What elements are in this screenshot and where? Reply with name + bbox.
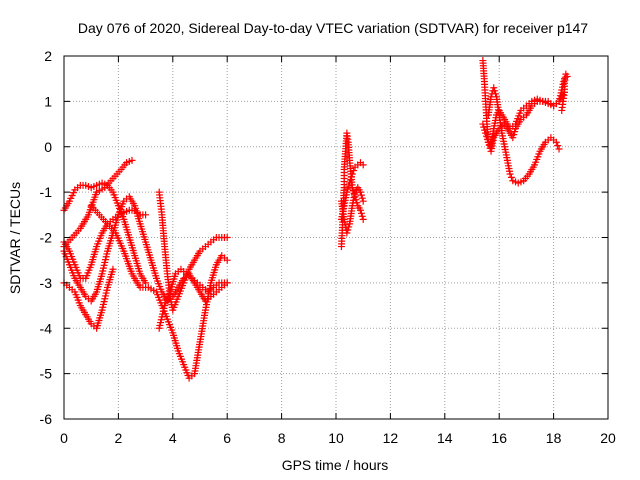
data-point-fill — [344, 185, 352, 193]
data-point-fill — [491, 87, 499, 95]
axis-ticks — [63, 55, 609, 420]
data-point — [142, 211, 150, 219]
data-point — [223, 279, 231, 287]
y-tick-label: -1 — [40, 184, 53, 200]
data-point — [490, 84, 498, 92]
x-tick-label: 2 — [115, 430, 123, 446]
y-tick-label: 0 — [44, 139, 52, 155]
data-point — [509, 134, 517, 142]
data-point-fill — [358, 194, 366, 202]
data-point — [223, 234, 231, 241]
data-point-fill — [357, 209, 365, 217]
data-point — [563, 72, 571, 80]
data-point — [128, 156, 136, 164]
data-point-fill — [357, 191, 365, 199]
data-point — [109, 265, 117, 273]
data-points — [60, 57, 571, 382]
data-point-fill — [483, 135, 491, 143]
y-tick-label: -6 — [40, 411, 53, 427]
data-point-fill — [344, 226, 352, 234]
x-tick-label: 8 — [278, 430, 286, 446]
y-tick-label: -4 — [40, 320, 53, 336]
data-point-fill — [483, 132, 491, 140]
x-tick-label: 4 — [169, 430, 177, 446]
x-tick-label: 14 — [437, 430, 453, 446]
data-point — [359, 215, 367, 223]
data-point-fill — [510, 131, 518, 139]
data-point — [223, 256, 231, 264]
data-point-fill — [481, 126, 489, 134]
y-tick-label: 1 — [44, 93, 52, 109]
data-point — [482, 129, 490, 137]
x-tick-label: 0 — [60, 430, 68, 446]
data-point-fill — [350, 167, 358, 175]
data-point — [484, 138, 492, 146]
data-point-fill — [480, 123, 488, 131]
data-point-fill — [507, 173, 515, 181]
data-point-fill — [492, 90, 500, 98]
data-point-fill — [347, 176, 355, 184]
data-point-fill — [554, 142, 562, 150]
data-point — [552, 138, 560, 146]
x-axis-label: GPS time / hours — [282, 457, 389, 473]
y-tick-label: -5 — [40, 366, 53, 382]
y-tick-label: 2 — [44, 48, 52, 64]
data-point — [348, 170, 356, 178]
y-tick-label: -2 — [40, 230, 53, 246]
data-point — [359, 161, 367, 169]
y-axis-label: SDTVAR / TECUs — [7, 182, 23, 294]
data-point — [346, 179, 354, 187]
data-point-fill — [358, 212, 366, 220]
data-point — [343, 229, 351, 237]
x-tick-label: 6 — [223, 430, 231, 446]
data-point — [343, 188, 351, 196]
x-tick-label: 10 — [328, 430, 344, 446]
data-point-fill — [511, 128, 519, 136]
data-point-fill — [345, 182, 353, 190]
data-point — [555, 145, 563, 153]
data-point — [479, 120, 487, 128]
x-tick-label: 16 — [491, 430, 507, 446]
data-point — [359, 197, 367, 205]
data-point — [506, 170, 514, 178]
x-tick-label: 12 — [383, 430, 399, 446]
data-point — [356, 206, 364, 214]
data-point — [356, 188, 364, 196]
data-point-fill — [347, 173, 355, 181]
y-tick-label: -3 — [40, 275, 53, 291]
x-tick-label: 20 — [600, 430, 616, 446]
data-point-fill — [345, 223, 353, 231]
chart-title: Day 076 of 2020, Sidereal Day-to-day VTE… — [78, 20, 588, 36]
x-tick-label: 18 — [546, 430, 562, 446]
